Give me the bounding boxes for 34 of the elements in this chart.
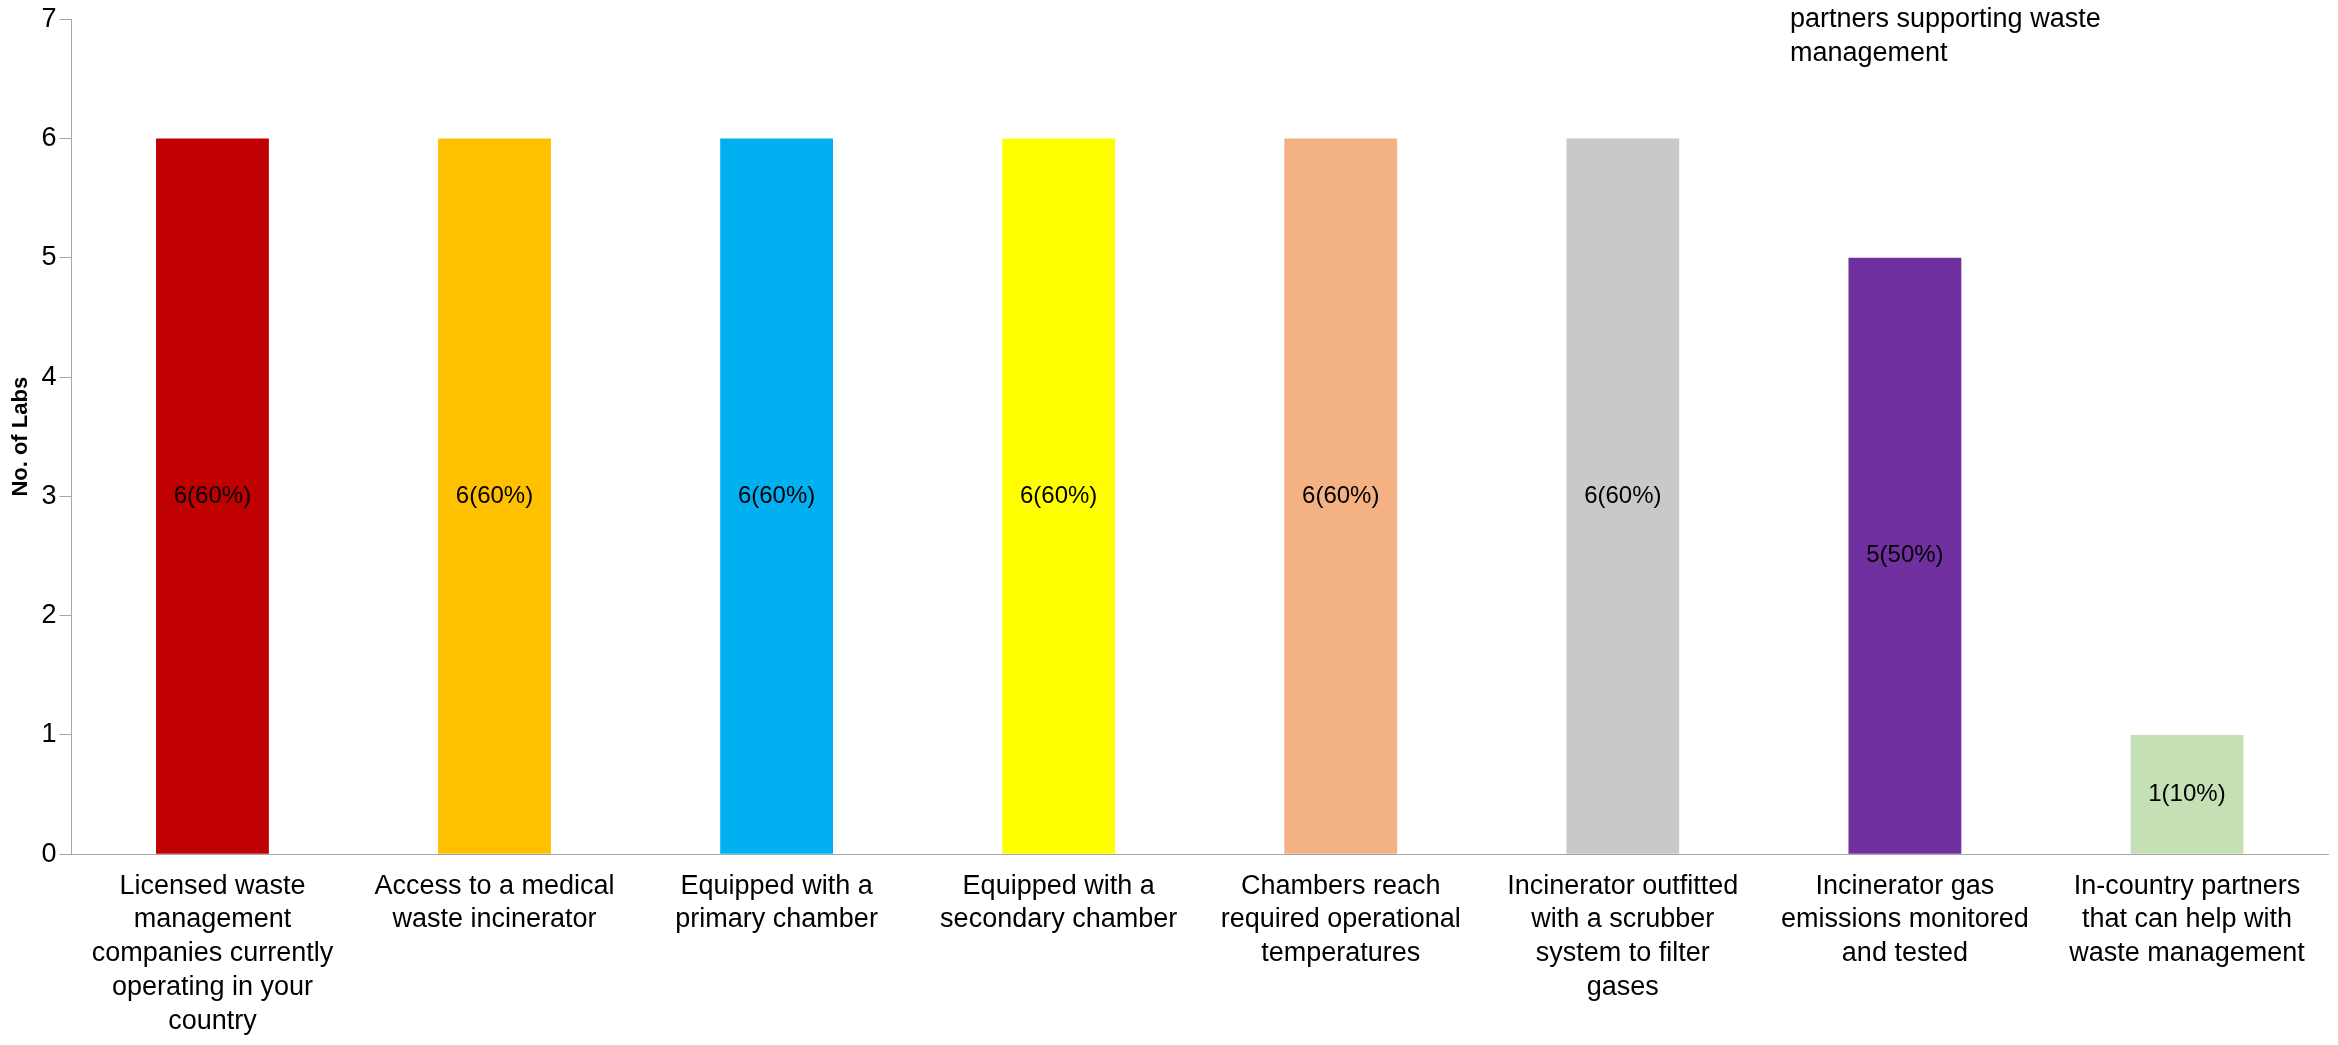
y-tick-label: 7 [41, 2, 57, 33]
y-tick-label: 3 [41, 479, 57, 510]
y-tick-label: 0 [41, 837, 57, 868]
x-tick-label: Licensed waste management companies currently operating in your country [91, 869, 334, 1035]
data-label: 6(60%) [1302, 480, 1380, 508]
y-tick-label: 4 [41, 360, 57, 391]
y-tick-label: 5 [41, 241, 57, 272]
bar [1848, 257, 1962, 854]
data-label: 5(50%) [1866, 540, 1944, 568]
data-label: 6(60%) [455, 480, 534, 508]
annotation: partners supporting waste management [1790, 2, 2101, 67]
y-tick-label: 1 [41, 718, 57, 749]
y-tick-label: 2 [41, 599, 57, 630]
x-tick-label: Access to a medical waste incinerator [374, 869, 615, 934]
bar [438, 138, 551, 854]
bar [1566, 138, 1680, 854]
data-label: 6(60%) [1584, 480, 1662, 508]
data-label: 1(10%) [2148, 778, 2226, 806]
x-tick-label: Incinerator gas emissions monitored and tested [1781, 869, 2029, 968]
data-label: 6(60%) [1019, 480, 1098, 508]
x-tick-label: In-country partners that can help with waste management [2068, 869, 2306, 968]
bar [156, 138, 269, 854]
bar [1002, 138, 1116, 854]
bar [2130, 734, 2244, 854]
bar [1284, 138, 1398, 854]
x-tick-label: Equipped with a primary chamber [675, 869, 878, 934]
x-tick-label: Incinerator outfitted with a scrubber system to filter gases [1507, 869, 1739, 1001]
x-tick-label: Equipped with a secondary chamber [940, 869, 1178, 934]
y-tick-label: 6 [41, 121, 57, 152]
x-tick-label: Chambers reach required operational temperatures [1220, 869, 1461, 968]
bar [720, 138, 834, 854]
y-axis-title: No. of Labs [7, 376, 33, 497]
data-label: 6(60%) [737, 480, 816, 508]
data-label: 6(60%) [173, 480, 252, 508]
